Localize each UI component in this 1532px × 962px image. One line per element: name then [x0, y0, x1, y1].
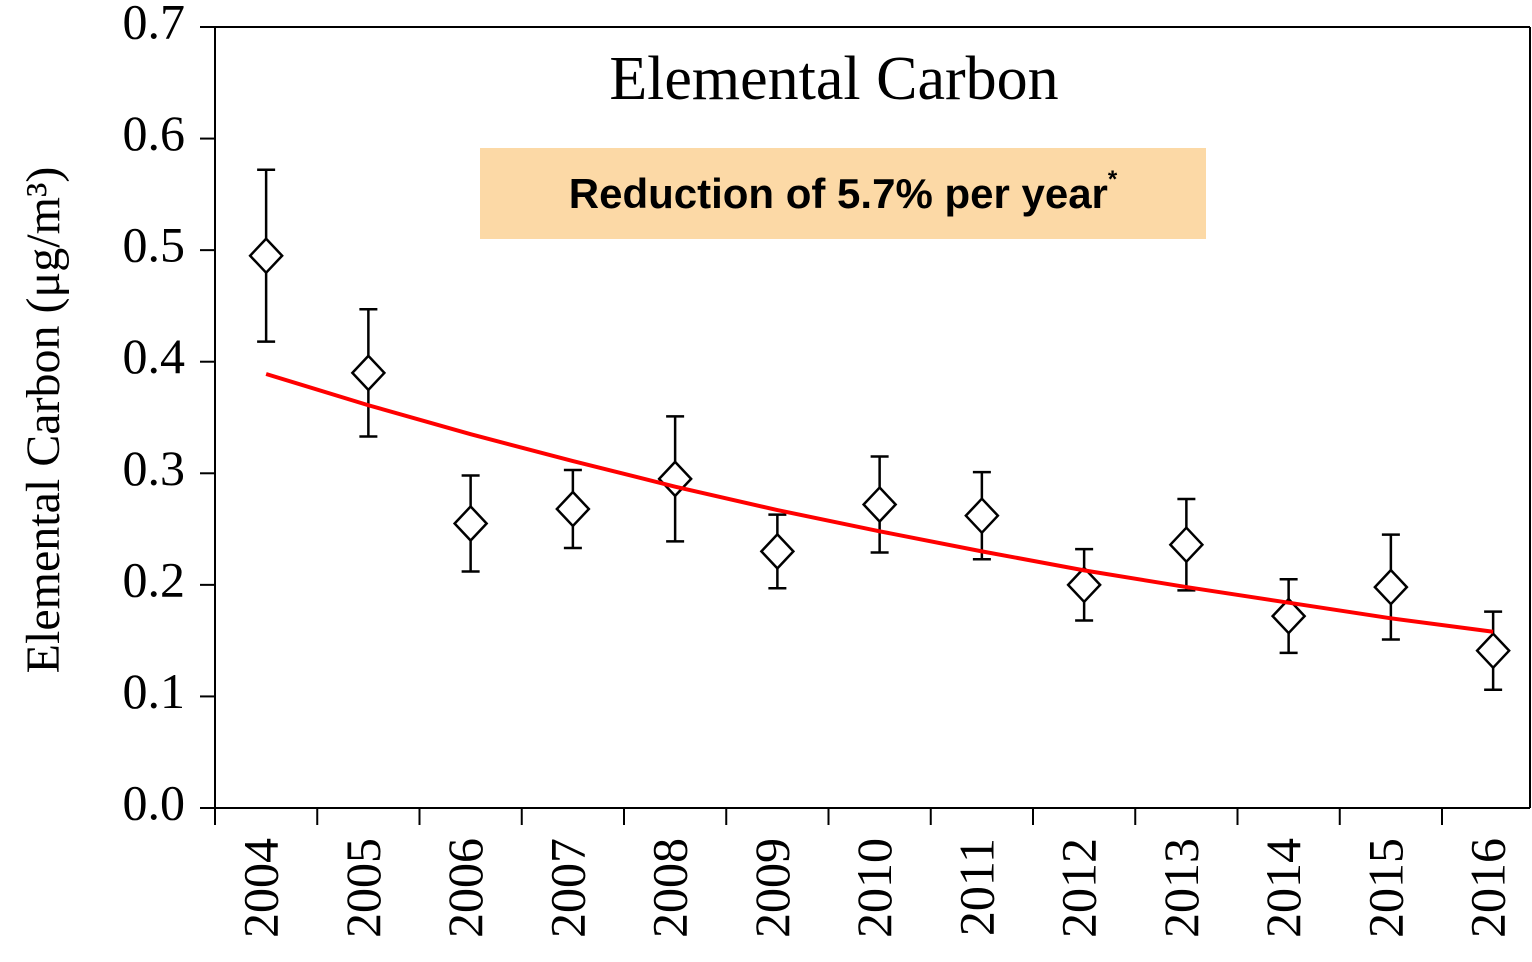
- y-axis-label: Elemental Carbon (μg/m³): [17, 167, 70, 674]
- y-tick-label: 0.6: [123, 105, 186, 161]
- x-tick-label: 2013: [1153, 838, 1209, 938]
- marker: [350, 354, 387, 392]
- error-bar: [870, 455, 889, 554]
- error-bar: [563, 468, 582, 550]
- marker: [964, 496, 1000, 535]
- marker: [1270, 597, 1307, 635]
- error-bar: [461, 474, 480, 573]
- marker: [452, 504, 489, 543]
- y-tick-label: 0.4: [123, 328, 186, 384]
- error-bar: [1177, 497, 1196, 592]
- y-tick-label: 0.7: [123, 0, 186, 49]
- error-bar: [1484, 610, 1503, 691]
- annotation-box: [480, 148, 1206, 239]
- marker: [657, 460, 693, 498]
- y-tick-label: 0.5: [123, 217, 186, 273]
- error-bar: [1075, 547, 1094, 622]
- annotation-text: Reduction of 5.7% per year: [569, 170, 1108, 217]
- x-tick-label: 2016: [1460, 838, 1516, 938]
- x-tick-label: 2010: [846, 838, 902, 938]
- error-bar: [666, 415, 685, 543]
- error-bar: [1381, 533, 1400, 641]
- marker: [1373, 568, 1409, 606]
- marker: [248, 236, 284, 275]
- marker: [861, 485, 898, 524]
- annotation: Reduction of 5.7% per year*: [569, 166, 1118, 217]
- x-tick-label: 2007: [539, 838, 595, 938]
- x-tick-label: 2009: [744, 838, 800, 938]
- marker: [555, 490, 591, 528]
- error-bar: [257, 168, 276, 343]
- error-bar: [1279, 578, 1298, 655]
- trend-line: [265, 372, 1494, 634]
- error-bar: [359, 308, 378, 438]
- x-tick-label: 2005: [335, 838, 391, 938]
- y-tick-label: 0.2: [123, 551, 186, 607]
- x-tick-label: 2014: [1255, 838, 1311, 938]
- chart-title: Elemental Carbon: [609, 45, 1058, 113]
- x-tick-label: 2006: [437, 838, 493, 938]
- marker: [1168, 525, 1205, 564]
- y-tick-label: 0.1: [123, 663, 186, 719]
- x-tick-label: 2008: [642, 838, 698, 938]
- x-tick-label: 2015: [1357, 838, 1413, 938]
- y-tick-label: 0.0: [123, 774, 186, 830]
- x-tick-label: 2012: [1051, 838, 1107, 938]
- y-tick-label: 0.3: [123, 440, 186, 496]
- marker: [1475, 631, 1511, 670]
- marker: [1066, 566, 1102, 604]
- x-tick-label: 2004: [233, 838, 289, 938]
- error-bar: [972, 470, 991, 561]
- error-bar: [768, 513, 787, 590]
- marker: [759, 532, 796, 571]
- x-tick-label: 2011: [948, 838, 1004, 936]
- annotation-mark: *: [1108, 166, 1118, 193]
